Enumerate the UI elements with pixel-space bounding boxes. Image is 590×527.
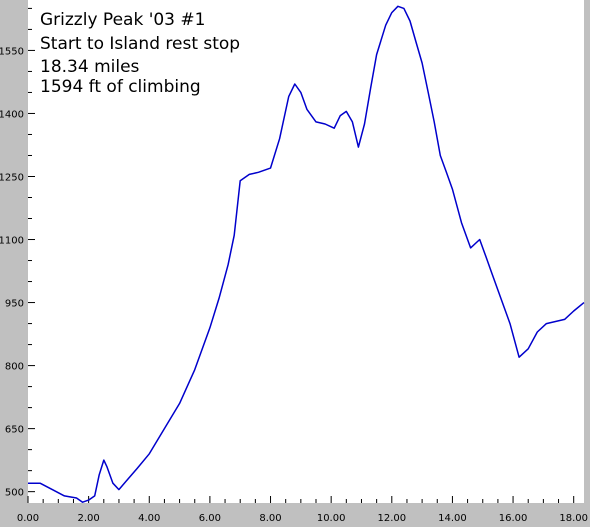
x-tick-label: 4.00 bbox=[138, 513, 160, 524]
tick-labels: 500 650 800 950 1100 1250 1400 1550 0.00 2.00 4.00… bbox=[0, 46, 588, 524]
axis-ticks bbox=[27, 7, 575, 503]
x-tick-label: 0.00 bbox=[17, 513, 39, 524]
x-tick-label: 18.00 bbox=[559, 513, 588, 524]
title-line-2: Start to Island rest stop bbox=[40, 34, 240, 54]
y-tick-label: 1550 bbox=[0, 46, 24, 57]
x-tick-label: 6.00 bbox=[199, 513, 221, 524]
x-tick-label: 8.00 bbox=[259, 513, 281, 524]
y-tick-label: 1400 bbox=[0, 109, 24, 120]
title-line-1: Grizzly Peak '03 #1 bbox=[40, 10, 205, 30]
y-tick-label: 500 bbox=[5, 488, 24, 499]
elevation-series-line bbox=[28, 5, 585, 503]
title-line-4: 1594 ft of climbing bbox=[40, 77, 201, 97]
chart-title: Grizzly Peak '03 #1 Start to Island rest… bbox=[40, 10, 240, 97]
y-tick-label: 650 bbox=[5, 425, 24, 436]
y-tick-label: 800 bbox=[5, 362, 24, 373]
title-line-3: 18.34 miles bbox=[40, 57, 140, 77]
x-tick-label: 16.00 bbox=[499, 513, 528, 524]
y-tick-label: 1100 bbox=[0, 236, 24, 247]
y-tick-label: 1250 bbox=[0, 172, 24, 183]
y-tick-label: 950 bbox=[5, 299, 24, 310]
x-tick-label: 14.00 bbox=[438, 513, 467, 524]
plot-area bbox=[28, 0, 584, 503]
x-tick-label: 2.00 bbox=[77, 513, 99, 524]
x-tick-label: 10.00 bbox=[317, 513, 346, 524]
x-tick-label: 12.00 bbox=[377, 513, 406, 524]
